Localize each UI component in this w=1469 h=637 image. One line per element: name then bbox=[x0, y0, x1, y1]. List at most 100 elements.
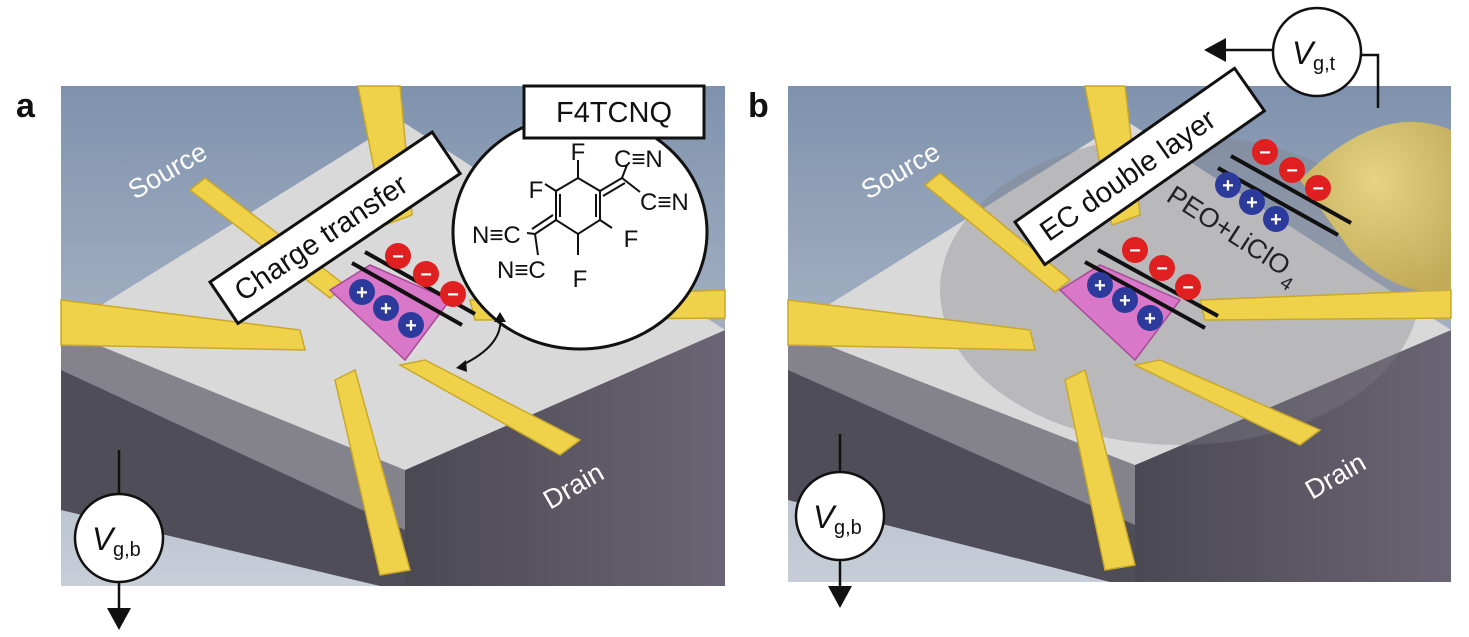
atom-cn: C≡N bbox=[614, 146, 663, 173]
plus-charge bbox=[398, 312, 424, 338]
plus-charge bbox=[1137, 305, 1163, 331]
plus-sign: + bbox=[1119, 290, 1131, 312]
minus-sign: − bbox=[1129, 240, 1141, 262]
top-gate-sub: g,t bbox=[1313, 53, 1336, 75]
minus-charge bbox=[1279, 157, 1305, 183]
minus-sign: − bbox=[1312, 178, 1324, 200]
molecule-structure bbox=[526, 160, 641, 256]
bond-exo-left bbox=[534, 219, 557, 235]
charge-transfer-frame bbox=[207, 130, 463, 326]
plus-charge bbox=[373, 295, 399, 321]
layer-line-b2 bbox=[1097, 248, 1219, 318]
gate-v-a: V bbox=[92, 521, 116, 557]
panel-b: b Source Drain + bbox=[748, 6, 1452, 608]
gate-arrow-down-a bbox=[107, 608, 131, 630]
panel-a-letter: a bbox=[16, 87, 36, 125]
plus-sign: + bbox=[1144, 308, 1156, 330]
electrode-b-bottom-left bbox=[1064, 368, 1136, 571]
atom-nc: N≡C bbox=[497, 257, 546, 284]
electrode-b-source bbox=[923, 172, 1072, 293]
electrode-a-left bbox=[60, 299, 306, 351]
plus-sign: + bbox=[380, 298, 392, 320]
plus-charges-b-gate: + + + bbox=[1215, 172, 1289, 232]
plus-charges-b-channel: + + + bbox=[1087, 272, 1163, 331]
bond-nc1 bbox=[526, 232, 536, 235]
bond-exo-right bbox=[599, 177, 623, 192]
top-gate-arrow-left bbox=[1204, 38, 1226, 62]
minus-charges-a: − − − bbox=[385, 243, 466, 307]
atom-cn: C≡N bbox=[640, 189, 689, 216]
minus-charge bbox=[440, 281, 466, 307]
minus-sign: − bbox=[1259, 142, 1271, 164]
plus-sign: + bbox=[356, 282, 368, 304]
bond-f2 bbox=[544, 183, 557, 192]
bond-f3 bbox=[599, 219, 613, 229]
minus-charge bbox=[1252, 139, 1278, 165]
bond-exo-left-double bbox=[531, 214, 554, 230]
bond-cn1 bbox=[621, 164, 628, 179]
bond-cn2 bbox=[621, 177, 641, 193]
arrowhead bbox=[456, 360, 467, 372]
ec-double-layer-frame bbox=[1012, 66, 1267, 267]
bond-nc2 bbox=[534, 233, 539, 256]
substrate-a-edge bbox=[61, 330, 405, 530]
electrode-a-drain bbox=[397, 359, 582, 456]
plus-sign: + bbox=[1270, 209, 1282, 231]
layer-line-b4 bbox=[1230, 154, 1352, 225]
panel-b-letter: b bbox=[748, 87, 769, 125]
gate-sub-b: g,b bbox=[834, 517, 862, 539]
top-gate-circle bbox=[1271, 6, 1363, 98]
bond-exo-right-double bbox=[602, 182, 626, 197]
minus-sign: − bbox=[1182, 277, 1194, 299]
minus-charge bbox=[1305, 175, 1331, 201]
substrate-a-right-side bbox=[405, 330, 725, 586]
plus-charge bbox=[1087, 272, 1113, 298]
plus-charge bbox=[1112, 287, 1138, 313]
atom-f: F bbox=[624, 226, 639, 253]
plus-charges-a: + + + bbox=[349, 279, 424, 338]
electrode-b-right bbox=[1199, 289, 1452, 321]
minus-charges-b-channel: − − − bbox=[1122, 237, 1201, 300]
top-gate-v: V bbox=[1292, 35, 1316, 71]
top-gate-wire bbox=[1362, 53, 1380, 108]
plus-sign: + bbox=[1094, 275, 1106, 297]
gate-arrow-down-b bbox=[828, 586, 852, 608]
gate-circle-a bbox=[73, 492, 165, 584]
plus-charge bbox=[1239, 189, 1265, 215]
panel-a: a Source Drain + + bbox=[16, 84, 726, 630]
gate-sub-a: g,b bbox=[113, 539, 141, 561]
substrate-b-right-side bbox=[1135, 330, 1451, 582]
minus-sign: − bbox=[420, 264, 432, 286]
arrowhead bbox=[494, 312, 506, 322]
molecule-name-box bbox=[522, 84, 706, 140]
atom-nc: N≡C bbox=[472, 222, 521, 249]
electrode-a-bottom-left bbox=[334, 368, 411, 576]
electrode-b-drain bbox=[1132, 359, 1322, 446]
minus-sign: − bbox=[392, 246, 404, 268]
plus-sign: + bbox=[405, 315, 417, 337]
minus-sign: − bbox=[1156, 258, 1168, 280]
molecule-name: F4TCNQ bbox=[556, 97, 672, 129]
minus-sign: − bbox=[1286, 160, 1298, 182]
minus-charge bbox=[1149, 255, 1175, 281]
atom-f: F bbox=[529, 177, 544, 204]
plus-charge bbox=[1263, 206, 1289, 232]
plus-sign: + bbox=[1246, 192, 1258, 214]
substrate-b-edge bbox=[788, 330, 1135, 525]
minus-charge bbox=[413, 261, 439, 287]
minus-charge bbox=[385, 243, 411, 269]
plus-charge bbox=[1215, 172, 1241, 198]
plus-sign: + bbox=[1222, 175, 1234, 197]
atom-f: F bbox=[573, 266, 588, 293]
electrode-b-left bbox=[787, 299, 1036, 351]
top-gate-dome bbox=[1300, 121, 1451, 292]
layer-line-a1 bbox=[351, 261, 463, 327]
minus-sign: − bbox=[447, 284, 459, 306]
plus-charge bbox=[349, 279, 375, 305]
gate-v-b: V bbox=[813, 499, 837, 535]
atom-f: F bbox=[571, 139, 586, 166]
minus-charge bbox=[1122, 237, 1148, 263]
minus-charge bbox=[1175, 274, 1201, 300]
gate-circle-b bbox=[794, 470, 886, 562]
